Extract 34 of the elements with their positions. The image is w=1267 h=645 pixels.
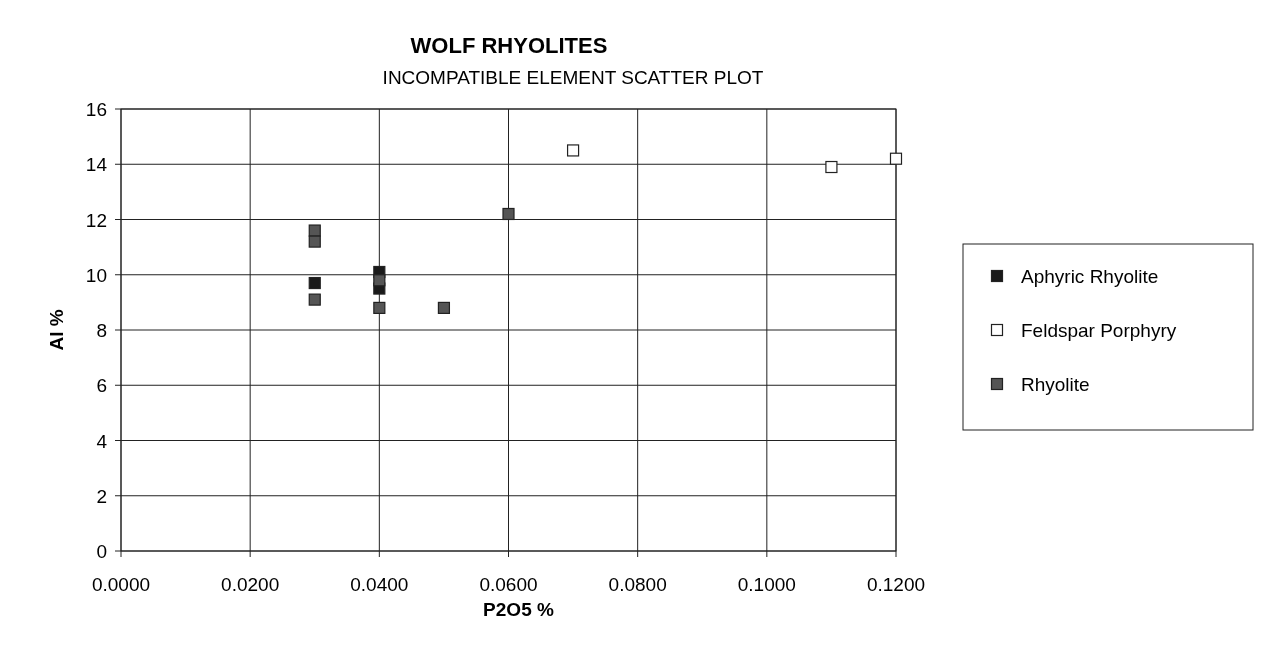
y-tick-label: 2 — [96, 485, 107, 507]
y-tick-label: 14 — [85, 154, 108, 176]
point — [308, 293, 321, 306]
point — [566, 144, 580, 157]
y-tick-label: 6 — [96, 375, 107, 397]
point — [308, 276, 321, 290]
y-tick-label: 0 — [96, 541, 107, 562]
point — [502, 207, 515, 221]
x-tick-label: 0.1200 — [866, 574, 926, 595]
y-axis-title: Al % — [46, 309, 67, 351]
x-tick-label: 0.0400 — [350, 574, 409, 595]
y-tick-label: 12 — [85, 209, 107, 231]
legend-label: Aphyric Rhyolite — [1021, 266, 1159, 287]
point — [308, 235, 321, 248]
legend-label: Rhyolite — [1021, 374, 1090, 395]
x-tick-label: 0.0800 — [608, 574, 667, 595]
point — [308, 224, 321, 237]
y-tick-label: 8 — [96, 320, 107, 341]
x-tick-label: 0.1000 — [737, 574, 796, 595]
x-axis-title: P2O5 % — [483, 599, 554, 620]
y-tick-label: 4 — [96, 430, 108, 452]
chart-subtitle: INCOMPATIBLE ELEMENT SCATTER PLOT — [382, 67, 764, 88]
legend-label: Feldspar Porphyry — [1021, 320, 1177, 341]
x-tick-label: 0.0200 — [221, 574, 280, 595]
point — [825, 160, 838, 174]
point — [373, 274, 386, 287]
y-tick-label: 10 — [85, 264, 107, 286]
chart-title: WOLF RHYOLITES — [410, 33, 608, 58]
point — [437, 301, 451, 314]
point — [373, 301, 386, 314]
y-tick-label: 16 — [85, 99, 107, 120]
point — [889, 152, 903, 165]
x-tick-label: 0.0000 — [91, 574, 151, 595]
x-tick-label: 0.0600 — [479, 574, 538, 595]
